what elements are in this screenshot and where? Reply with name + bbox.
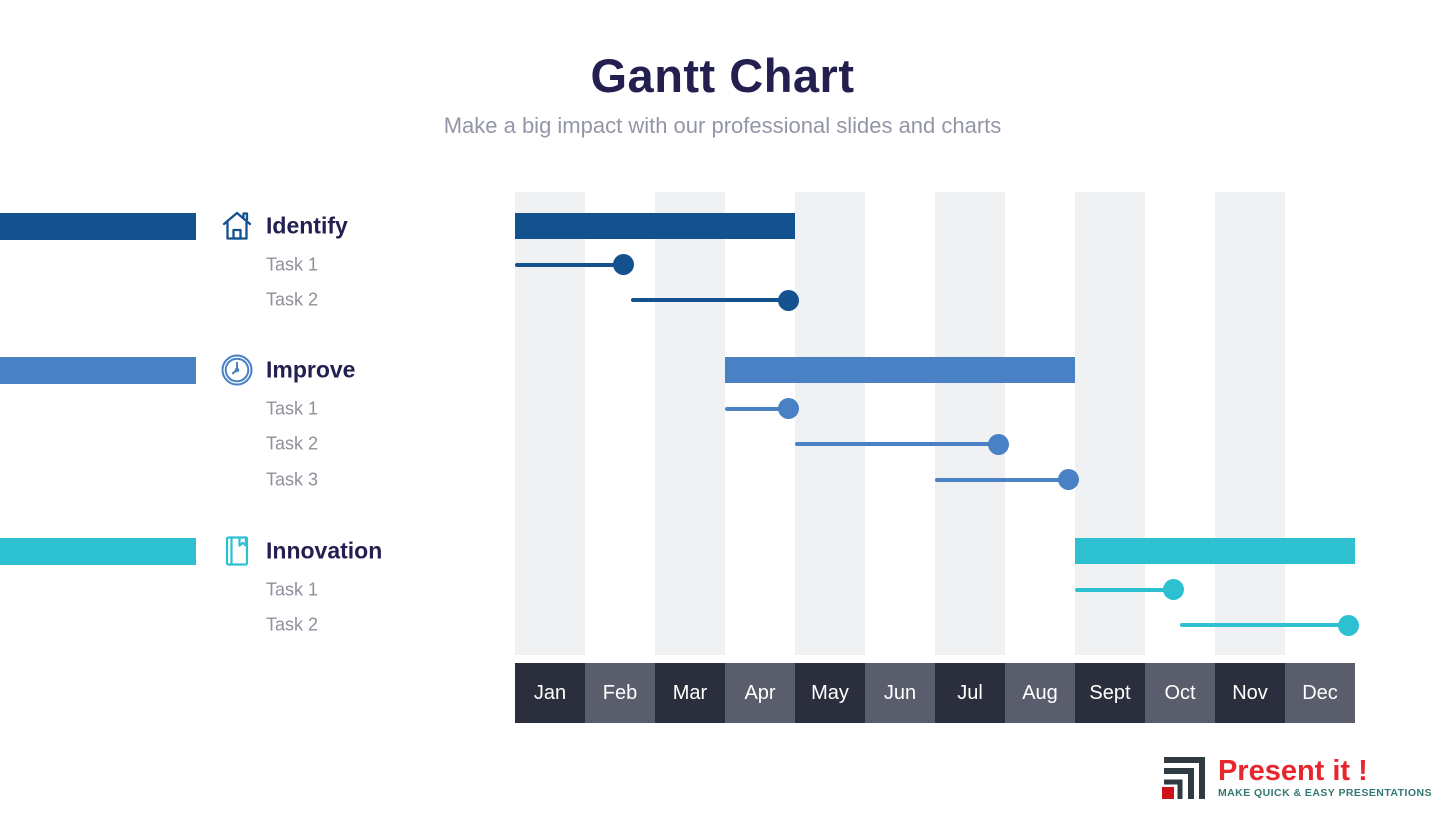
task-end-dot-innovation-2 <box>1337 614 1359 636</box>
clock-icon <box>219 352 255 388</box>
group-bar-improve <box>725 357 1075 383</box>
task-label-innovation-2: Task 2 <box>266 614 319 635</box>
group-bar-identify <box>515 213 795 239</box>
month-cell-jan: Jan <box>515 663 585 723</box>
month-cell-mar: Mar <box>655 663 725 723</box>
task-label-identify-1: Task 1 <box>266 254 319 274</box>
month-stripe-sept <box>1075 192 1145 655</box>
group-label-identify: Identify <box>266 212 348 239</box>
page-subtitle: Make a big impact with our professional … <box>443 113 1002 138</box>
legend-bar-identify <box>0 213 196 240</box>
month-stripe-may <box>795 192 865 655</box>
month-cell-jun: Jun <box>865 663 935 723</box>
month-cell-oct: Oct <box>1145 663 1215 723</box>
month-cell-feb: Feb <box>585 663 655 723</box>
task-end-dot-innovation-1 <box>1162 579 1184 600</box>
brand-tagline: MAKE QUICK & EASY PRESENTATIONS <box>1217 786 1432 799</box>
brand-name: Present it ! <box>1217 755 1368 788</box>
brand-logo-icon <box>1159 749 1211 806</box>
task-line-innovation-1 <box>1075 587 1173 592</box>
task-label-innovation-1: Task 1 <box>266 579 319 599</box>
task-label-improve-3: Task 3 <box>266 469 319 490</box>
task-label-identify-2: Task 2 <box>266 289 319 310</box>
month-stripe-jan <box>515 192 585 655</box>
month-stripe-jul <box>935 192 1005 655</box>
month-cell-apr: Apr <box>725 663 795 723</box>
legend-bar-improve <box>0 357 196 384</box>
task-line-identify-1 <box>515 262 624 267</box>
task-end-dot-improve-2 <box>987 433 1009 455</box>
task-label-improve-1: Task 1 <box>266 398 319 418</box>
month-stripe-nov <box>1215 192 1285 655</box>
book-icon <box>219 533 255 569</box>
month-cell-nov: Nov <box>1215 663 1285 723</box>
brand-logo-text: Present it ! MAKE QUICK & EASY PRESENTAT… <box>1217 755 1432 799</box>
task-end-dot-identify-2 <box>777 289 799 311</box>
month-stripe-mar <box>655 192 725 655</box>
month-axis: Jan Feb Mar Apr May Jun Jul Aug Sept Oct Nov Dec <box>515 663 1355 723</box>
brand-logo: Present it ! MAKE QUICK & EASY PRESENTAT… <box>1159 749 1432 806</box>
task-line-innovation-2 <box>1180 623 1348 628</box>
gantt-plot-area <box>515 192 1359 655</box>
task-line-improve-2 <box>795 442 998 447</box>
month-cell-dec: Dec <box>1285 663 1355 723</box>
month-cell-aug: Aug <box>1005 663 1075 723</box>
group-bar-innovation <box>1075 538 1355 564</box>
group-label-innovation: Innovation <box>266 537 383 564</box>
task-end-dot-identify-1 <box>613 254 634 275</box>
page-title: Gantt Chart <box>590 49 855 102</box>
legend-bar-innovation <box>0 538 196 565</box>
group-label-improve: Improve <box>266 356 356 383</box>
task-end-dot-improve-3 <box>1057 469 1079 491</box>
task-line-improve-3 <box>935 477 1068 482</box>
month-cell-jul: Jul <box>935 663 1005 723</box>
task-line-identify-2 <box>630 298 788 303</box>
task-end-dot-improve-1 <box>777 398 799 419</box>
month-cell-may: May <box>795 663 865 723</box>
month-cell-sept: Sept <box>1075 663 1145 723</box>
task-line-improve-1 <box>725 406 788 411</box>
task-label-improve-2: Task 2 <box>266 433 319 454</box>
house-icon <box>219 208 255 244</box>
